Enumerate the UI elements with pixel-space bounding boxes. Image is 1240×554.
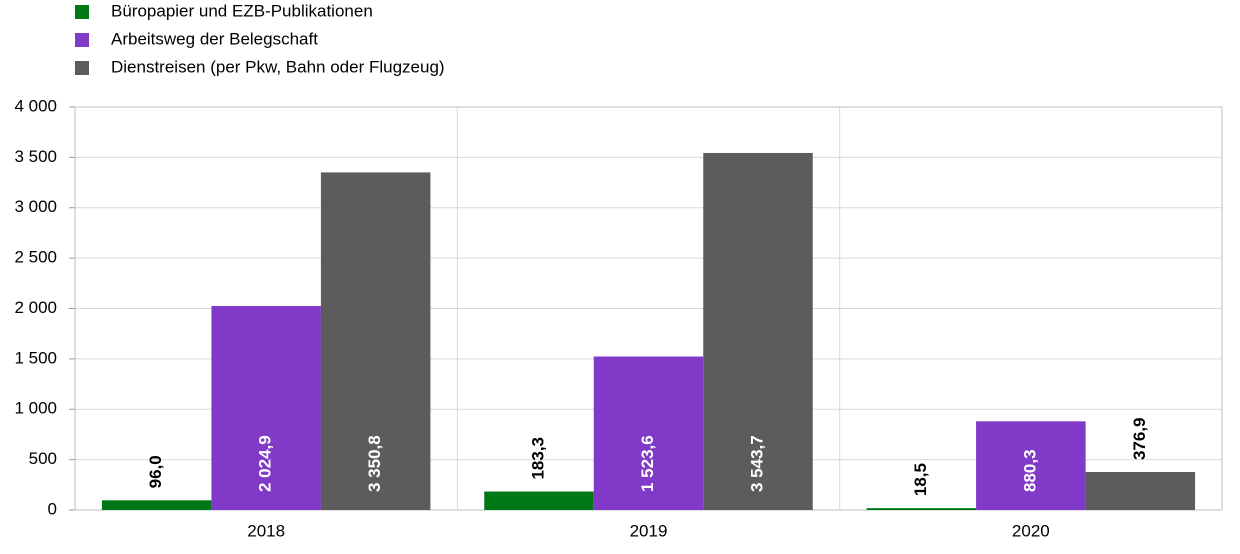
legend-swatch [75,33,89,47]
y-tick-label: 1 500 [14,348,57,367]
value-label: 3 350,8 [365,435,384,492]
bar [593,356,704,510]
value-label: 96,0 [146,455,165,488]
y-tick-label: 2 000 [14,298,57,317]
legend-label: Büropapier und EZB-Publikationen [111,1,373,20]
value-label: 376,9 [1130,417,1149,460]
bar [866,508,977,510]
bar [484,491,594,510]
y-tick-label: 3 500 [14,147,57,166]
y-tick-label: 2 500 [14,248,57,267]
y-tick-label: 4 000 [14,96,57,115]
x-tick-label: 2019 [630,521,668,540]
value-label: 3 543,7 [747,435,766,492]
bar [211,305,321,510]
legend-label: Arbeitsweg der Belegschaft [111,29,318,48]
value-label: 1 523,6 [638,435,657,492]
x-tick-label: 2018 [247,521,285,540]
y-tick-label: 0 [48,499,57,518]
value-label: 2 024,9 [256,435,275,492]
bar [101,500,212,510]
legend-label: Dienstreisen (per Pkw, Bahn oder Flugzeu… [111,57,445,76]
value-label: 880,3 [1020,449,1039,492]
y-tick-label: 1 000 [14,399,57,418]
bar [320,172,431,510]
y-tick-label: 500 [29,449,57,468]
legend-swatch [75,5,89,19]
value-label: 18,5 [911,463,930,496]
x-tick-label: 2020 [1012,521,1050,540]
y-tick-label: 3 000 [14,197,57,216]
value-label: 183,3 [528,437,547,480]
bar [976,421,1086,510]
bar [1085,472,1196,510]
bar [703,152,813,510]
legend-swatch [75,61,89,75]
